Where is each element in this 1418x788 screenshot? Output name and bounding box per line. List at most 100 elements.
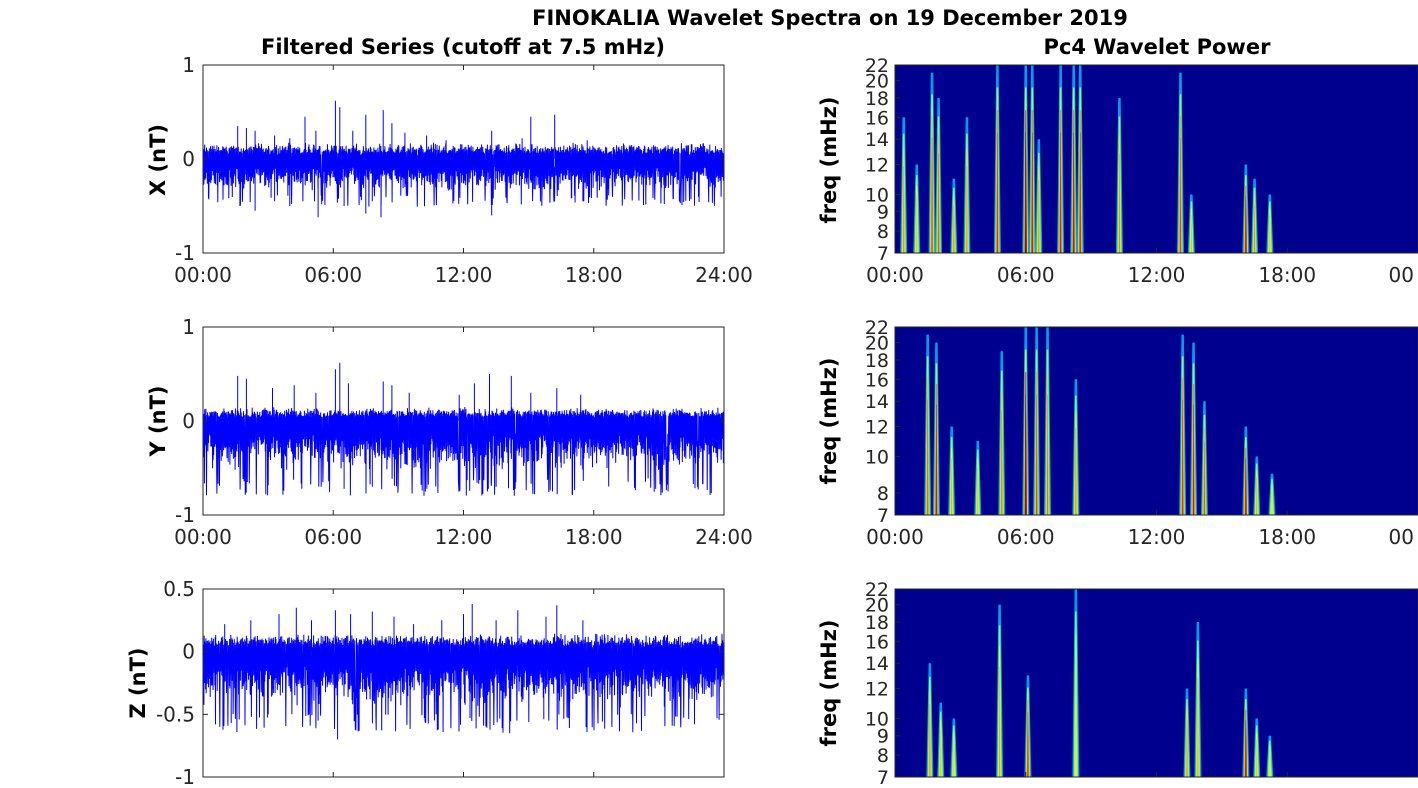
- wavelet-burst: [1027, 711, 1029, 777]
- z-wavelet-ylabel: freq (mHz): [817, 620, 841, 747]
- wavelet-burst: [977, 467, 979, 515]
- wavelet-burst: [966, 166, 968, 253]
- wavelet-burst: [1031, 132, 1033, 253]
- wavelet-burst: [1256, 739, 1258, 777]
- x-tick-label: 00: [1389, 263, 1414, 287]
- left-column-title: Filtered Series (cutoff at 7.5 mHz): [261, 35, 665, 59]
- wavelet-burst: [937, 153, 940, 253]
- x-tick-label: 12:00: [1128, 263, 1186, 287]
- y-series-panel: Y (nT) 1 0 -100:00 06:00 12:00 18:00 24:00: [146, 315, 753, 549]
- y-tick-label: -0.5: [156, 702, 195, 726]
- wavelet-burst: [1197, 677, 1199, 777]
- x-tick-label: 12:00: [435, 263, 493, 287]
- x-tick-label: 18:00: [565, 263, 623, 287]
- x-series-ylabel: X (nT): [146, 124, 170, 196]
- wavelet-burst: [1025, 132, 1027, 253]
- y-tick-label: 12: [865, 679, 889, 701]
- y-tick-label: 14: [865, 653, 889, 675]
- spectrum-background: [895, 589, 1418, 777]
- x-tick-label: 18:00: [565, 525, 623, 549]
- x-tick-label: 06:00: [997, 263, 1055, 287]
- wavelet-burst: [1179, 137, 1182, 253]
- wavelet-burst: [951, 458, 953, 515]
- y-tick-label: 16: [865, 631, 889, 653]
- y-tick-label: 0.5: [163, 577, 195, 601]
- x-wavelet-ylabel: freq (mHz): [817, 97, 841, 224]
- wavelet-burst: [1046, 394, 1049, 515]
- x-tick-label: 00:00: [866, 525, 924, 549]
- y-tick-label: 22: [865, 579, 889, 601]
- wavelet-burst: [953, 205, 955, 253]
- wavelet-burst: [1186, 720, 1188, 777]
- y-tick-label: 20: [865, 595, 889, 617]
- y-wavelet-ylabel: freq (mHz): [817, 358, 841, 485]
- spectrum-background: [895, 65, 1418, 253]
- y-tick-label: -1: [175, 503, 195, 527]
- wavelet-burst: [929, 704, 931, 777]
- wavelet-burst: [1038, 180, 1040, 253]
- z-series-ylabel: Z (nT): [126, 647, 150, 718]
- wavelet-burst: [931, 137, 933, 253]
- x-tick-label: 00:00: [174, 263, 232, 287]
- wavelet-burst: [1271, 488, 1273, 515]
- wavelet-burst: [916, 196, 918, 253]
- x-tick-label: 06:00: [304, 263, 362, 287]
- wavelet-burst: [1075, 656, 1077, 777]
- wavelet-burst: [1118, 153, 1121, 253]
- wavelet-burst: [953, 739, 955, 777]
- wavelet-burst: [1060, 132, 1062, 253]
- z-series-panel: Z (nT) 0.5 0 -0.5 -1: [126, 577, 725, 788]
- y-series-plot: 1 0 -100:00 06:00 12:00 18:00 24:00: [174, 315, 753, 549]
- y-tick-label: 0: [182, 409, 195, 433]
- wavelet-burst: [1025, 394, 1027, 515]
- y-tick-label: 12: [865, 417, 889, 439]
- wavelet-burst: [1073, 132, 1075, 253]
- y-tick-label: 12: [865, 155, 889, 177]
- y-tick-label: 9: [877, 726, 889, 748]
- wavelet-burst: [1253, 205, 1256, 253]
- x-tick-label: 18:00: [1258, 525, 1316, 549]
- y-tick-label: 10: [865, 446, 889, 468]
- spectrum-bursts: [926, 589, 1274, 777]
- y-tick-label: 0: [182, 640, 195, 664]
- wavelet-burst: [1036, 394, 1038, 515]
- wavelet-burst: [1190, 215, 1192, 253]
- wavelet-burst: [996, 132, 999, 253]
- y-tick-label: 0: [182, 147, 195, 171]
- x-tick-label: 18:00: [1258, 263, 1316, 287]
- wavelet-burst: [1075, 428, 1077, 515]
- wavelet-burst: [1245, 720, 1247, 777]
- y-tick-label: 1: [182, 53, 195, 77]
- y-tick-label: 1: [182, 315, 195, 339]
- y-tick-label: 14: [865, 129, 889, 151]
- x-tick-label: 00:00: [174, 525, 232, 549]
- y-tick-label: 18: [865, 350, 889, 372]
- x-tick-label: 12:00: [435, 525, 493, 549]
- y-tick-label: 10: [865, 708, 889, 730]
- x-series-panel: X (nT) 1 0 -100:00 06:00 12:00 18:00 24:00: [146, 53, 753, 287]
- y-tick-label: 7: [877, 767, 889, 788]
- y-tick-label: 9: [877, 202, 889, 224]
- wavelet-burst: [927, 399, 929, 515]
- y-tick-label: 7: [877, 505, 889, 527]
- x-tick-label: 00:00: [866, 263, 924, 287]
- y-tick-label: -1: [175, 765, 195, 788]
- wavelet-burst: [1245, 196, 1247, 253]
- series-line: [202, 604, 725, 740]
- wavelet-burst: [1192, 404, 1195, 515]
- y-tick-label: 16: [865, 107, 889, 129]
- x-tick-label: 12:00: [1128, 525, 1186, 549]
- wavelet-burst: [940, 729, 942, 777]
- series-line: [202, 362, 725, 496]
- wavelet-burst: [935, 404, 938, 515]
- z-series-plot: 0.5 0 -0.5 -1: [156, 577, 725, 788]
- figure-title: FINOKALIA Wavelet Spectra on 19 December…: [532, 6, 1128, 30]
- series-line: [202, 100, 725, 218]
- wavelet-burst: [903, 166, 905, 253]
